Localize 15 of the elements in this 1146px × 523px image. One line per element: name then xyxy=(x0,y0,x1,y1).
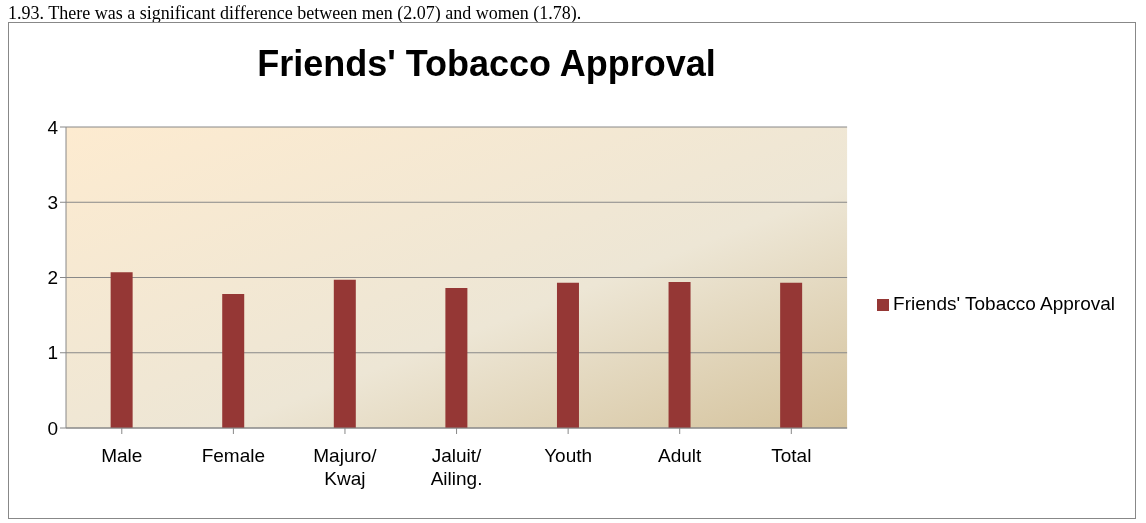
y-tick-label: 3 xyxy=(47,191,58,213)
x-tick-label: Male xyxy=(101,445,143,466)
chart-title: Friends' Tobacco Approval xyxy=(256,43,717,85)
x-tick-label: Female xyxy=(201,445,266,466)
legend-label: Friends' Tobacco Approval xyxy=(893,293,1115,314)
text: 1.93. There was a significant difference between men (2.07) and women (1.78). xyxy=(8,3,583,23)
y-tick-label: 0 xyxy=(47,417,58,439)
x-tick-label: Majuro/ Kwaj xyxy=(313,445,378,489)
y-tick-label: 1 xyxy=(47,342,58,364)
x-tick-label: Adult xyxy=(658,445,703,466)
x-tick-label: Jaluit/ Ailing. xyxy=(430,445,483,489)
x-tick-label: Youth xyxy=(544,445,593,466)
y-tick-label: 4 xyxy=(47,116,59,138)
x-tick-label: Total xyxy=(771,445,812,466)
y-tick-label: 2 xyxy=(47,267,58,289)
